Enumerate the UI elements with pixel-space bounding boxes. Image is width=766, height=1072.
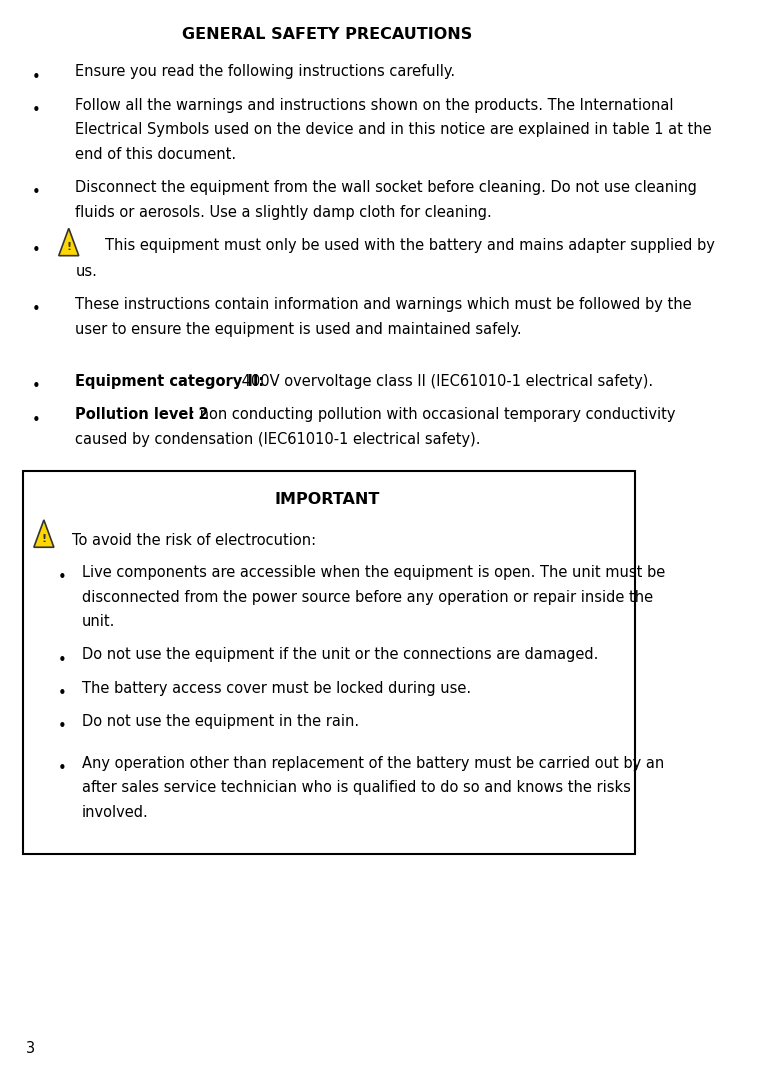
Text: end of this document.: end of this document. xyxy=(75,147,237,162)
Text: Follow all the warnings and instructions shown on the products. The Internationa: Follow all the warnings and instructions… xyxy=(75,98,674,113)
Text: 400V overvoltage class II (IEC61010-1 electrical safety).: 400V overvoltage class II (IEC61010-1 el… xyxy=(237,374,653,389)
Text: fluids or aerosols. Use a slightly damp cloth for cleaning.: fluids or aerosols. Use a slightly damp … xyxy=(75,205,492,220)
Text: •: • xyxy=(31,70,41,85)
FancyBboxPatch shape xyxy=(23,471,635,854)
Text: Do not use the equipment in the rain.: Do not use the equipment in the rain. xyxy=(82,714,359,729)
Text: •: • xyxy=(31,243,41,258)
Text: •: • xyxy=(31,185,41,200)
Text: involved.: involved. xyxy=(82,805,149,820)
Text: To avoid the risk of electrocution:: To avoid the risk of electrocution: xyxy=(72,533,316,548)
Text: unit.: unit. xyxy=(82,614,115,629)
Text: us.: us. xyxy=(75,264,97,279)
Text: These instructions contain information and warnings which must be followed by th: These instructions contain information a… xyxy=(75,297,692,312)
Text: The battery access cover must be locked during use.: The battery access cover must be locked … xyxy=(82,681,471,696)
Text: caused by condensation (IEC61010-1 electrical safety).: caused by condensation (IEC61010-1 elect… xyxy=(75,432,481,447)
Text: •: • xyxy=(57,653,67,668)
Text: user to ensure the equipment is used and maintained safely.: user to ensure the equipment is used and… xyxy=(75,322,522,337)
Text: : non conducting pollution with occasional temporary conductivity: : non conducting pollution with occasion… xyxy=(189,407,675,422)
Text: IMPORTANT: IMPORTANT xyxy=(275,492,380,507)
Text: •: • xyxy=(31,413,41,428)
Text: after sales service technician who is qualified to do so and knows the risks: after sales service technician who is qu… xyxy=(82,780,630,795)
Text: disconnected from the power source before any operation or repair inside the: disconnected from the power source befor… xyxy=(82,590,653,605)
Text: •: • xyxy=(57,686,67,701)
Text: This equipment must only be used with the battery and mains adapter supplied by: This equipment must only be used with th… xyxy=(105,238,715,253)
Text: Electrical Symbols used on the device and in this notice are explained in table : Electrical Symbols used on the device an… xyxy=(75,122,712,137)
Text: Do not use the equipment if the unit or the connections are damaged.: Do not use the equipment if the unit or … xyxy=(82,647,598,662)
Text: !: ! xyxy=(41,534,47,545)
Polygon shape xyxy=(34,520,54,548)
Text: Live components are accessible when the equipment is open. The unit must be: Live components are accessible when the … xyxy=(82,565,665,580)
Polygon shape xyxy=(59,228,79,256)
Text: !: ! xyxy=(66,242,71,253)
Text: •: • xyxy=(57,761,67,776)
Text: Any operation other than replacement of the battery must be carried out by an: Any operation other than replacement of … xyxy=(82,756,664,771)
Text: Pollution level 2: Pollution level 2 xyxy=(75,407,209,422)
Text: Equipment category II:: Equipment category II: xyxy=(75,374,264,389)
Text: •: • xyxy=(31,302,41,317)
Text: •: • xyxy=(57,719,67,734)
Text: 3: 3 xyxy=(26,1041,35,1056)
Text: •: • xyxy=(57,570,67,585)
Text: •: • xyxy=(31,103,41,118)
Text: GENERAL SAFETY PRECAUTIONS: GENERAL SAFETY PRECAUTIONS xyxy=(182,27,473,42)
Text: •: • xyxy=(31,379,41,394)
Text: Disconnect the equipment from the wall socket before cleaning. Do not use cleani: Disconnect the equipment from the wall s… xyxy=(75,180,697,195)
Text: Ensure you read the following instructions carefully.: Ensure you read the following instructio… xyxy=(75,64,456,79)
